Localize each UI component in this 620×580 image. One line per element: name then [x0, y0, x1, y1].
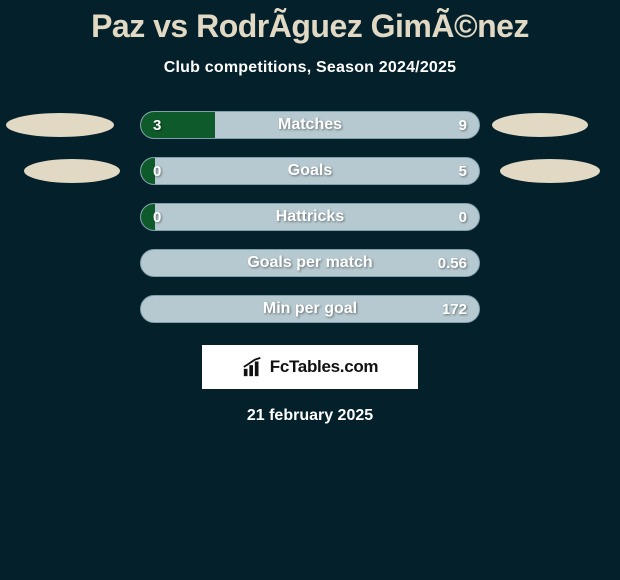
stat-label: Matches: [141, 112, 479, 138]
stat-value-left: 0: [153, 158, 161, 184]
stat-value-right: 9: [459, 112, 467, 138]
stat-label: Goals per match: [141, 250, 479, 276]
logo-text: FcTables.com: [270, 357, 379, 377]
stat-bar: Min per goal172: [140, 295, 480, 323]
team-badge-left: [6, 113, 114, 137]
stat-bar: Goals per match0.56: [140, 249, 480, 277]
stat-value-right: 172: [442, 296, 467, 322]
page-title: Paz vs RodrÃ­guez GimÃ©nez: [0, 0, 620, 45]
page-subtitle: Club competitions, Season 2024/2025: [0, 59, 620, 77]
stat-value-right: 5: [459, 158, 467, 184]
comparison-infographic: Paz vs RodrÃ­guez GimÃ©nez Club competit…: [0, 0, 620, 580]
stat-value-left: 0: [153, 204, 161, 230]
stat-row: Goals per match0.56: [0, 249, 620, 277]
logo-band: FcTables.com: [202, 345, 418, 389]
stat-label: Goals: [141, 158, 479, 184]
stat-bar: Matches3 9: [140, 111, 480, 139]
stat-bar: Goals0 5: [140, 157, 480, 185]
team-badge-right: [492, 113, 588, 137]
team-badge-left: [24, 159, 120, 183]
stat-bar: Hattricks0 0: [140, 203, 480, 231]
date-label: 21 february 2025: [0, 407, 620, 425]
stat-row: Hattricks0 0: [0, 203, 620, 231]
stat-rows: Matches39Goals05Hattricks00Goals per mat…: [0, 111, 620, 323]
stat-row: Min per goal172: [0, 295, 620, 323]
stat-label: Min per goal: [141, 296, 479, 322]
stat-row: Matches3 9: [0, 111, 620, 139]
stat-value-left: 3: [153, 112, 161, 138]
stat-value-right: 0.56: [438, 250, 467, 276]
team-badge-right: [500, 159, 600, 183]
stat-label: Hattricks: [141, 204, 479, 230]
stat-row: Goals0 5: [0, 157, 620, 185]
bar-chart-icon: [242, 356, 264, 378]
stat-value-right: 0: [459, 204, 467, 230]
